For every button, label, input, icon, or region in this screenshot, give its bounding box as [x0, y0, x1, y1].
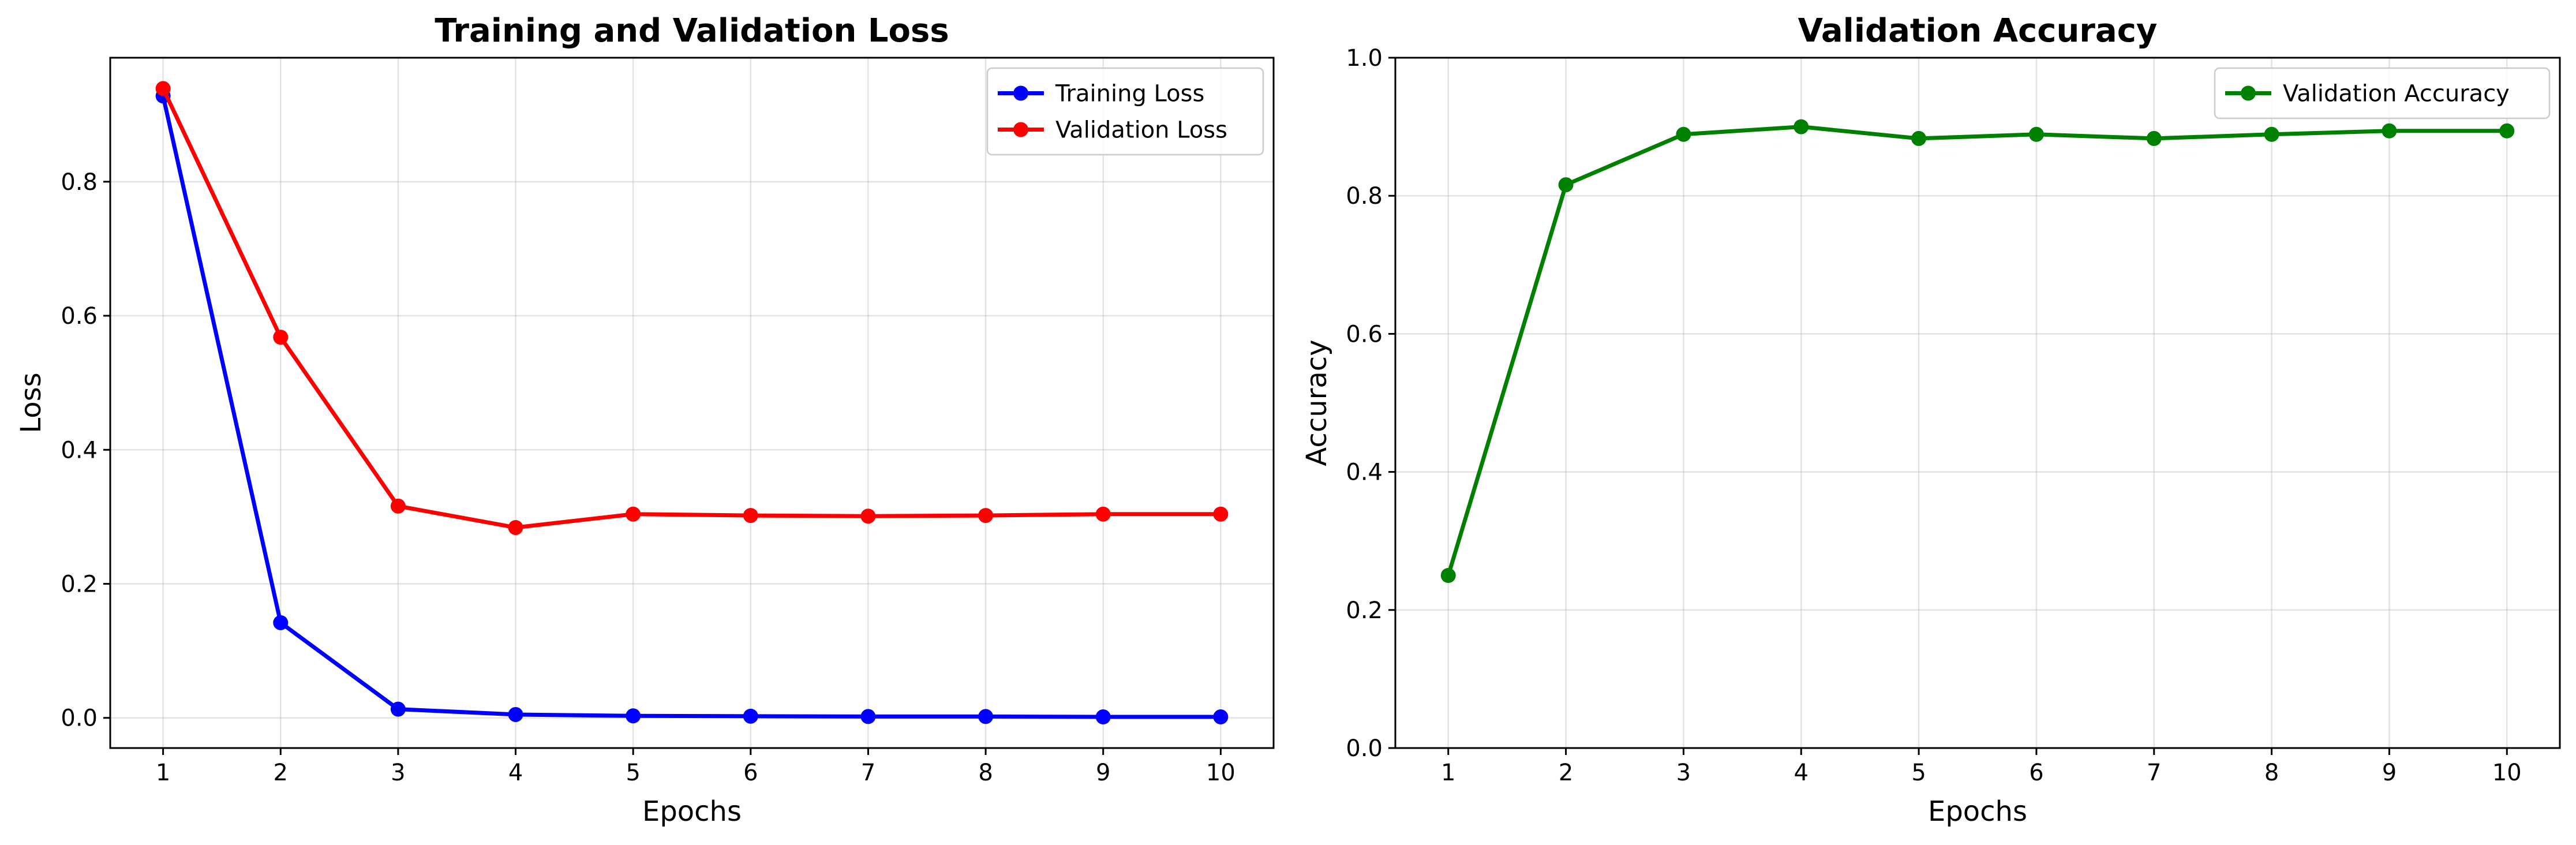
accuracy-chart-validation-accuracy-point	[2499, 123, 2515, 139]
loss-chart-training-loss-point	[626, 708, 641, 724]
loss-chart-legend-validation-loss-swatch-marker	[1013, 122, 1028, 137]
loss-chart-y-ticks: 0.0 0.2 0.4 0.6 0.8	[61, 169, 110, 732]
accuracy-chart-y-tick-label: 0.0	[1346, 735, 1383, 762]
loss-chart-legend-box	[986, 67, 1264, 156]
loss-chart-x-ticks: 1 2 3 4 5 6 7 8 9 10	[156, 748, 1235, 786]
accuracy-chart-y-tick-label: 0.4	[1346, 459, 1383, 486]
accuracy-chart-x-tick-label: 10	[2492, 760, 2522, 786]
loss-chart-validation-loss-point	[1213, 506, 1229, 522]
accuracy-chart-validation-accuracy-point	[2028, 126, 2044, 142]
loss-chart-x-tick-label: 8	[978, 760, 993, 786]
loss-chart-x-tick-label: 4	[508, 760, 523, 786]
loss-chart-y-tick-label: 0.6	[61, 303, 98, 330]
accuracy-chart-x-tick-label: 2	[1559, 760, 1573, 786]
accuracy-chart-x-tick-label: 1	[1441, 760, 1455, 786]
accuracy-chart-validation-accuracy-point	[2264, 126, 2279, 142]
loss-chart-x-tick-label: 2	[274, 760, 288, 786]
loss-chart-x-tick-label: 1	[156, 760, 170, 786]
accuracy-chart-legend: Validation Accuracy	[2214, 67, 2551, 119]
loss-chart-series	[155, 81, 1229, 725]
loss-chart-validation-loss-point	[273, 330, 289, 345]
accuracy-chart-legend-box	[2214, 67, 2551, 119]
accuracy-chart-validation-accuracy-line	[1446, 125, 2509, 578]
loss-chart-y-tick-label: 0.2	[61, 571, 98, 598]
loss-chart-training-loss-point	[1095, 709, 1111, 725]
loss-chart-x-tick-label: 9	[1096, 760, 1110, 786]
loss-chart-validation-loss-point	[626, 506, 641, 522]
accuracy-chart-x-tick-label: 9	[2382, 760, 2397, 786]
accuracy-chart-x-tick-label: 7	[2147, 760, 2161, 786]
accuracy-chart-y-tick-label: 1.0	[1346, 45, 1383, 72]
loss-chart-validation-loss-point	[860, 509, 876, 524]
accuracy-chart-validation-accuracy-point	[1558, 177, 1574, 193]
accuracy-chart-plot-frame	[1394, 57, 2561, 749]
accuracy-chart-y-axis-label: Accuracy	[1301, 339, 1333, 466]
accuracy-chart-validation-accuracy-point	[1911, 130, 1927, 146]
loss-chart-y-tick-label: 0.8	[61, 169, 98, 196]
loss-chart-x-tick-label: 7	[861, 760, 875, 786]
loss-chart-validation-loss-point	[1095, 506, 1111, 522]
accuracy-chart-x-axis-label: Epochs	[1928, 795, 2027, 828]
loss-chart-x-tick-label: 6	[743, 760, 758, 786]
loss-chart: Training and Validation Loss Epochs Loss…	[15, 12, 1275, 828]
accuracy-chart-x-tick-label: 3	[1676, 760, 1691, 786]
loss-chart-training-loss-point	[743, 708, 758, 724]
loss-chart-x-tick-label: 10	[1206, 760, 1235, 786]
loss-chart-x-tick-label: 3	[391, 760, 405, 786]
accuracy-chart-x-tick-label: 8	[2264, 760, 2279, 786]
loss-chart-title: Training and Validation Loss	[435, 12, 949, 50]
loss-chart-legend-training-loss-label: Training Loss	[1055, 81, 1204, 107]
loss-chart-legend-training-loss-swatch-marker	[1013, 85, 1028, 101]
loss-chart-validation-loss-line	[161, 86, 1223, 530]
accuracy-chart-title: Validation Accuracy	[1798, 12, 2158, 50]
accuracy-chart-y-tick-label: 0.6	[1346, 321, 1383, 347]
accuracy-chart-legend-validation-accuracy-swatch-marker	[2241, 85, 2256, 101]
accuracy-chart-y-tick-label: 0.2	[1346, 597, 1383, 624]
loss-chart-y-tick-label: 0.0	[61, 705, 98, 732]
loss-chart-y-tick-label: 0.4	[61, 437, 98, 463]
accuracy-chart-validation-accuracy-point	[2382, 123, 2397, 139]
loss-chart-legend: Training Loss Validation Loss	[986, 67, 1264, 156]
loss-chart-validation-loss-point	[978, 508, 994, 524]
loss-chart-validation-loss-point	[743, 508, 758, 524]
loss-chart-training-loss-point	[508, 706, 523, 722]
loss-chart-training-loss-point	[390, 701, 406, 717]
loss-chart-validation-loss-point	[390, 498, 406, 514]
accuracy-chart-series	[1440, 119, 2515, 583]
accuracy-chart-validation-accuracy-point	[1440, 568, 1456, 583]
accuracy-chart-x-ticks: 1 2 3 4 5 6 7 8 9 10	[1441, 748, 2522, 786]
loss-chart-training-loss-point	[273, 615, 289, 630]
loss-chart-validation-loss-point	[508, 519, 523, 535]
accuracy-chart-validation-accuracy-point	[1794, 119, 1809, 134]
loss-chart-x-tick-label: 5	[626, 760, 640, 786]
loss-chart-validation-loss-point	[155, 81, 171, 96]
accuracy-chart-x-tick-label: 4	[1794, 760, 1809, 786]
accuracy-chart-validation-accuracy-point	[1676, 126, 1691, 142]
accuracy-chart-validation-accuracy-point	[2146, 130, 2162, 146]
accuracy-chart-grid	[1395, 57, 2560, 749]
loss-chart-legend-validation-loss-label: Validation Loss	[1055, 117, 1227, 144]
loss-chart-training-loss-point	[978, 709, 994, 724]
loss-chart-training-loss-point	[860, 709, 876, 724]
loss-chart-x-axis-label: Epochs	[642, 795, 742, 828]
loss-chart-plot-frame	[109, 57, 1275, 749]
accuracy-chart: Validation Accuracy Epochs Accuracy 1 2 3 4…	[1301, 12, 2561, 828]
loss-chart-training-loss-line	[161, 94, 1223, 719]
loss-chart-training-loss-point	[1213, 709, 1229, 725]
accuracy-chart-y-ticks: 0.0 0.2 0.4 0.6 0.8 1.0	[1346, 45, 1395, 762]
loss-chart-y-axis-label: Loss	[15, 372, 47, 433]
accuracy-chart-x-tick-label: 6	[2029, 760, 2043, 786]
accuracy-chart-legend-validation-accuracy-label: Validation Accuracy	[2283, 81, 2510, 107]
accuracy-chart-x-tick-label: 5	[1911, 760, 1926, 786]
accuracy-chart-y-tick-label: 0.8	[1346, 183, 1383, 210]
